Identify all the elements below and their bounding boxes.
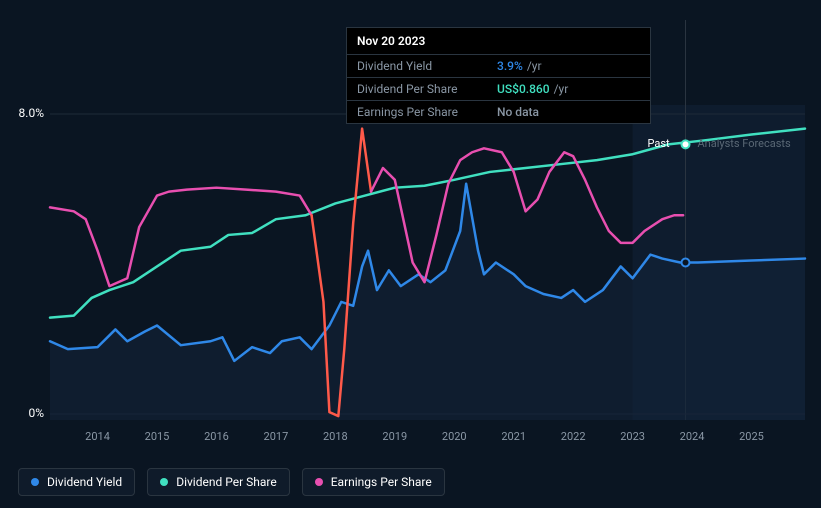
x-axis-label: 2018 <box>323 430 348 443</box>
tooltip-row-value: No data <box>497 105 539 119</box>
x-axis-label: 2022 <box>561 430 586 443</box>
x-axis-label: 2017 <box>264 430 289 443</box>
x-axis-label: 2025 <box>739 430 764 443</box>
forecast-label: Analysts Forecasts <box>698 137 791 150</box>
legend-label: Dividend Yield <box>47 475 122 489</box>
tooltip-rows: Dividend Yield3.9%/yrDividend Per ShareU… <box>347 55 650 123</box>
x-axis-label: 2023 <box>620 430 645 443</box>
tooltip-row-label: Dividend Per Share <box>357 82 497 96</box>
tooltip-row-label: Dividend Yield <box>357 59 497 73</box>
tooltip-row-label: Earnings Per Share <box>357 105 497 119</box>
x-axis-label: 2019 <box>382 430 407 443</box>
x-axis-label: 2024 <box>680 430 705 443</box>
legend-item[interactable]: Earnings Per Share <box>302 468 445 496</box>
x-axis-label: 2015 <box>145 430 170 443</box>
legend-dot-icon <box>31 478 39 486</box>
dividend-chart: Nov 20 2023 Dividend Yield3.9%/yrDividen… <box>0 0 821 508</box>
tooltip-row-value: US$0.860 <box>497 82 550 96</box>
legend-dot-icon <box>160 478 168 486</box>
chart-tooltip: Nov 20 2023 Dividend Yield3.9%/yrDividen… <box>346 27 651 124</box>
x-axis-label: 2016 <box>204 430 229 443</box>
x-axis-label: 2021 <box>501 430 526 443</box>
tooltip-row-unit: /yr <box>527 59 542 73</box>
x-axis-label: 2014 <box>85 430 110 443</box>
tooltip-row-value: 3.9% <box>497 59 523 73</box>
legend-item[interactable]: Dividend Per Share <box>147 468 290 496</box>
tooltip-row: Dividend Per ShareUS$0.860/yr <box>347 78 650 101</box>
tooltip-row: Earnings Per ShareNo data <box>347 101 650 123</box>
chart-legend: Dividend Yield Dividend Per Share Earnings… <box>18 468 445 496</box>
tooltip-row: Dividend Yield3.9% /yr <box>347 55 650 78</box>
legend-label: Earnings Per Share <box>331 475 432 489</box>
tooltip-date: Nov 20 2023 <box>347 28 650 55</box>
tooltip-row-unit: /yr <box>554 82 569 96</box>
y-axis-label: 8.0% <box>0 106 44 120</box>
past-label: Past <box>648 137 670 150</box>
x-axis-label: 2020 <box>442 430 467 443</box>
legend-dot-icon <box>315 478 323 486</box>
legend-item[interactable]: Dividend Yield <box>18 468 135 496</box>
y-axis-label: 0% <box>0 406 44 420</box>
legend-label: Dividend Per Share <box>176 475 277 489</box>
